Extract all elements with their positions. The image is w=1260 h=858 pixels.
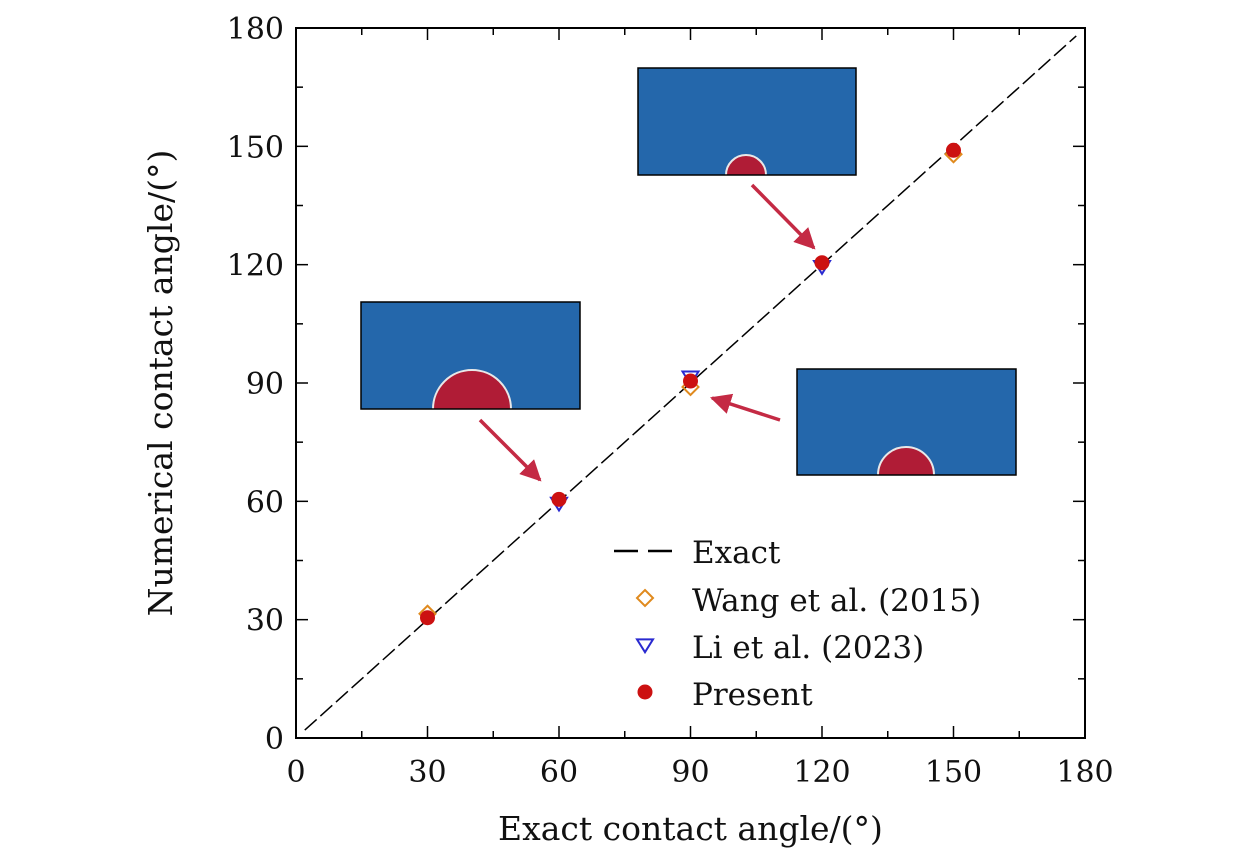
legend-swatch-open-triangle-down bbox=[635, 638, 655, 655]
droplet-60deg-inset-frame bbox=[360, 301, 581, 410]
x-tick-label: 90 bbox=[671, 755, 709, 790]
x-tick-label: 30 bbox=[408, 755, 446, 790]
legend-label: Exact bbox=[692, 535, 781, 571]
data-point-filled-circle-30 bbox=[420, 610, 435, 626]
legend-label: Li et al. (2023) bbox=[692, 630, 924, 666]
legend-swatch-open-diamond bbox=[635, 588, 655, 608]
legend-swatch-filled-circle bbox=[637, 684, 653, 700]
y-tick-label: 60 bbox=[246, 485, 284, 520]
droplet-120deg-droplet bbox=[725, 154, 767, 175]
droplet-60deg-arrow bbox=[478, 418, 542, 482]
droplet-60deg-droplet bbox=[432, 369, 512, 409]
y-tick-label: 0 bbox=[265, 722, 284, 757]
droplet-90deg-arrow bbox=[710, 393, 781, 422]
legend-label: Present bbox=[692, 677, 813, 713]
droplet-120deg-inset-frame bbox=[637, 67, 857, 176]
y-tick-label: 120 bbox=[227, 249, 284, 284]
legend-label: Wang et al. (2015) bbox=[692, 583, 981, 619]
y-tick-label: 150 bbox=[227, 130, 284, 165]
y-tick-label: 90 bbox=[246, 367, 284, 402]
droplet-90deg-droplet bbox=[877, 446, 935, 475]
y-axis-title: Numerical contact angle/(°) bbox=[141, 150, 180, 617]
x-tick-label: 180 bbox=[1056, 755, 1113, 790]
x-tick-label: 60 bbox=[540, 755, 578, 790]
data-point-filled-circle-90 bbox=[683, 373, 698, 389]
data-point-filled-circle-60 bbox=[551, 491, 567, 507]
x-tick-label: 0 bbox=[286, 755, 305, 790]
x-axis-title: Exact contact angle/(°) bbox=[498, 809, 883, 848]
droplet-120deg-arrow bbox=[750, 183, 816, 250]
x-tick-label: 120 bbox=[793, 755, 850, 790]
data-point-filled-circle-150 bbox=[946, 142, 961, 158]
y-tick-label: 180 bbox=[227, 12, 284, 47]
droplet-90deg-inset-frame bbox=[796, 368, 1017, 476]
data-point-filled-circle-120 bbox=[814, 255, 830, 271]
x-tick-label: 150 bbox=[925, 755, 982, 790]
y-tick-label: 30 bbox=[246, 604, 284, 639]
